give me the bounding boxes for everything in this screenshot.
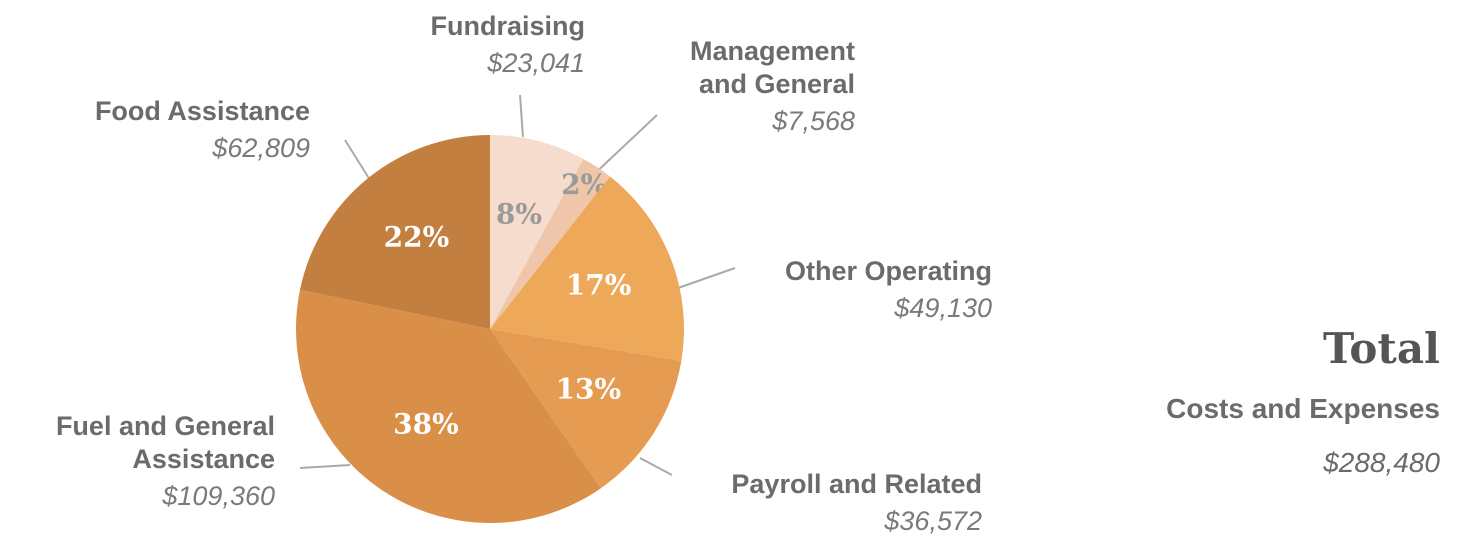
slice — [490, 158, 610, 329]
slice — [490, 329, 682, 489]
slice — [299, 135, 490, 329]
value-label: $7,568 — [772, 106, 855, 136]
percentage-label: 22% — [384, 220, 450, 253]
leader-line — [299, 464, 351, 469]
slice-label: Payroll and Related $36,572 — [731, 468, 982, 541]
leader-line — [677, 267, 736, 289]
leader-line — [344, 139, 371, 181]
slice — [296, 289, 601, 523]
category-label: Fuel and General Assistance — [55, 411, 275, 474]
slice-label: Food Assistance $62,809 — [95, 95, 310, 168]
percentage-label: 13% — [556, 373, 622, 406]
percentage-label: 17% — [566, 269, 632, 302]
percentage-label: 8% — [496, 198, 542, 231]
slice-label: Other Operating $49,130 — [785, 255, 992, 328]
percentage-label: 38% — [393, 408, 459, 441]
leader-line — [639, 457, 673, 476]
leader-line — [519, 94, 524, 138]
category-label: Management and General — [689, 36, 855, 99]
total-block: Total Costs and Expenses $288,480 — [1166, 308, 1440, 498]
slice-label: Fuel and General Assistance $109,360 — [56, 410, 275, 516]
slice-label: Fundraising $23,041 — [431, 10, 586, 83]
leader-lines — [299, 94, 736, 476]
value-label: $109,360 — [162, 481, 275, 511]
value-label: $49,130 — [894, 293, 992, 323]
category-label: Fundraising — [430, 11, 586, 41]
total-label: Costs and Expenses — [1166, 393, 1440, 424]
slice — [490, 135, 584, 329]
total-title: Total — [1322, 324, 1440, 373]
value-label: $36,572 — [884, 506, 982, 536]
leader-line — [589, 114, 658, 179]
slice-label: Management and General $7,568 — [690, 35, 855, 141]
category-label: Payroll and Related — [731, 469, 982, 499]
total-value: $288,480 — [1323, 447, 1440, 478]
category-label: Food Assistance — [94, 96, 310, 126]
slice — [490, 176, 684, 362]
value-label: $23,041 — [487, 48, 585, 78]
pie: 8%2%17%13%38%22% — [296, 135, 684, 523]
value-label: $62,809 — [212, 133, 310, 163]
category-label: Other Operating — [784, 256, 992, 286]
